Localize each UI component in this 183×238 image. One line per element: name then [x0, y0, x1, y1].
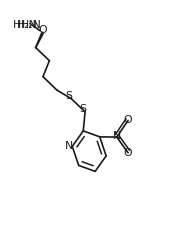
Text: N: N: [113, 131, 121, 141]
Text: H: H: [13, 20, 21, 30]
Text: H₂N: H₂N: [21, 20, 42, 30]
Text: H₂N: H₂N: [16, 20, 37, 30]
Text: O: O: [124, 115, 132, 125]
Text: O: O: [124, 148, 132, 158]
Text: S: S: [66, 91, 73, 101]
Text: S: S: [79, 104, 86, 114]
Text: N: N: [64, 141, 73, 151]
Text: O: O: [39, 25, 47, 35]
